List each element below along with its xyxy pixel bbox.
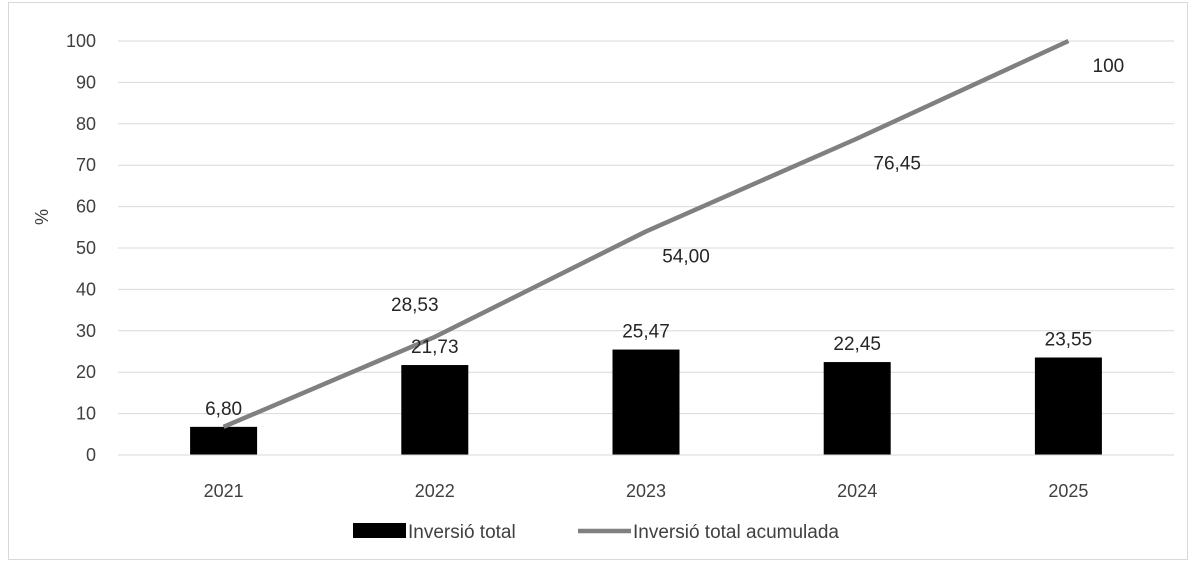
bar [612, 349, 680, 455]
x-tick-label: 2021 [204, 481, 244, 501]
x-tick-label: 2022 [415, 481, 455, 501]
y-tick-label: 20 [76, 362, 96, 382]
legend-label-bar: Inversió total [408, 522, 516, 543]
bar-data-label: 25,47 [622, 322, 670, 343]
y-tick-label: 30 [76, 321, 96, 341]
y-tick-label: 40 [76, 279, 96, 299]
line-series [222, 38, 1070, 429]
y-tick-label: 10 [76, 404, 96, 424]
y-tick-label: 50 [76, 238, 96, 258]
y-axis-ticks: 0 10 20 30 40 50 60 70 80 90 100 [66, 31, 96, 465]
line-data-label: 100 [1093, 56, 1125, 77]
x-axis-ticks: 2021 2022 2023 2024 2025 [204, 481, 1089, 501]
chart-frame [8, 2, 1188, 560]
bar [1034, 357, 1102, 455]
legend: Inversió total Inversió total acumulada [353, 522, 839, 543]
bar-data-label: 6,80 [205, 399, 242, 420]
legend-swatch-bar [353, 523, 406, 538]
legend-label-line: Inversió total acumulada [633, 522, 839, 543]
bar [401, 365, 469, 455]
y-axis-label: % [32, 209, 52, 225]
y-tick-label: 90 [76, 72, 96, 92]
y-tick-label: 60 [76, 197, 96, 217]
x-tick-label: 2024 [837, 481, 877, 501]
bar-data-labels: 6,80 21,73 25,47 22,45 23,55 [205, 322, 1092, 420]
y-tick-label: 70 [76, 155, 96, 175]
x-tick-label: 2025 [1048, 481, 1088, 501]
y-tick-label: 100 [66, 31, 96, 51]
line-data-labels: 28,53 54,00 76,45 100 [391, 56, 1124, 316]
y-tick-label: 80 [76, 114, 96, 134]
line-data-label: 76,45 [873, 153, 921, 174]
line-data-label: 54,00 [662, 246, 710, 267]
bar [190, 426, 258, 455]
y-tick-label: 0 [86, 445, 96, 465]
bar-series [190, 349, 1102, 455]
bar-data-label: 21,73 [411, 337, 459, 358]
x-tick-label: 2023 [626, 481, 666, 501]
bar-data-label: 23,55 [1045, 330, 1093, 351]
bar-data-label: 22,45 [833, 334, 881, 355]
bar [823, 362, 891, 455]
line-data-label: 28,53 [391, 295, 439, 316]
gridlines [118, 40, 1174, 415]
